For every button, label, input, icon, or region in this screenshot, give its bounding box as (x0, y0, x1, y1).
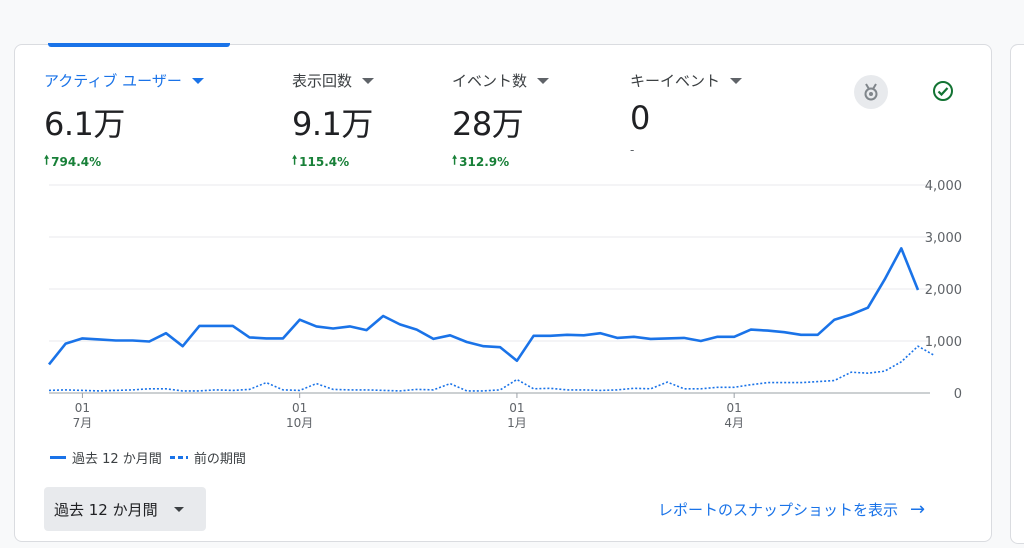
metric-value: 28万 (452, 105, 524, 143)
view-snapshot-link[interactable]: レポートのスナップショットを表示 → (658, 499, 925, 520)
metric-change: 🠕 115.4% (292, 151, 374, 172)
x-tick-month: 1月 (507, 416, 527, 430)
x-tick-day: 01 (75, 401, 90, 415)
y-tick-label: 1,000 (925, 335, 962, 350)
x-tick-month: 10月 (286, 416, 313, 430)
legend-dashed-swatch (169, 456, 188, 459)
series-line-previous (48, 345, 936, 392)
metric-views[interactable]: 表示回数 9.1万 🠕 115.4% (292, 70, 375, 172)
arrow-up-icon: 🠕 (452, 153, 458, 167)
y-tick-label: 3,000 (925, 231, 962, 246)
chart-legend: 過去 12 か月間 前の期間 (50, 448, 246, 467)
metric-label: 表示回数 (292, 70, 375, 91)
check-circle-icon[interactable] (928, 76, 958, 106)
x-tick-month: 7月 (73, 416, 93, 430)
medal-icon[interactable] (854, 75, 888, 109)
chevron-down-icon (537, 77, 550, 84)
metric-label: イベント数 (452, 70, 550, 91)
chevron-down-icon (191, 77, 204, 84)
metric-value: 9.1万 (292, 105, 373, 143)
metric-key-events[interactable]: キーイベント 0 - (630, 70, 743, 157)
metric-change: 🠕 794.4% (44, 151, 204, 172)
legend-item-current: 過去 12 か月間 (50, 448, 162, 467)
series-line-current (47, 247, 920, 366)
y-tick-label: 4,000 (925, 179, 962, 194)
chevron-down-icon (730, 77, 743, 84)
date-range-dropdown[interactable]: 過去 12 か月間 (44, 487, 206, 531)
x-tick-day: 01 (509, 401, 524, 415)
x-tick-day: 01 (292, 401, 307, 415)
metric-value: 6.1万 (44, 105, 125, 143)
arrow-up-icon: 🠕 (292, 153, 298, 167)
legend-item-previous: 前の期間 (169, 448, 246, 467)
chevron-down-icon (362, 77, 375, 84)
overview-card (14, 44, 992, 542)
next-card-edge (1010, 44, 1024, 544)
snapshot-link-label: レポートのスナップショットを表示 (658, 501, 899, 519)
y-tick-label: 0 (954, 387, 962, 402)
metric-events[interactable]: イベント数 28万 🠕 312.9% (452, 70, 550, 172)
caret-down-icon (173, 506, 184, 512)
metric-active-users[interactable]: アクティブ ユーザー 6.1万 🠕 794.4% (44, 70, 204, 172)
arrow-up-icon: 🠕 (44, 153, 50, 167)
metric-label: キーイベント (630, 70, 743, 91)
x-tick-day: 01 (727, 401, 742, 415)
legend-solid-swatch (50, 456, 66, 459)
metric-label: アクティブ ユーザー (44, 70, 204, 91)
metric-change: 🠕 312.9% (452, 151, 549, 172)
active-metric-indicator (48, 43, 230, 47)
y-tick-label: 2,000 (925, 283, 962, 298)
x-tick-month: 4月 (724, 416, 744, 430)
arrow-right-icon: → (910, 499, 926, 520)
date-range-label: 過去 12 か月間 (54, 500, 158, 519)
metric-change: - (630, 143, 635, 157)
metric-value: 0 (630, 99, 650, 137)
